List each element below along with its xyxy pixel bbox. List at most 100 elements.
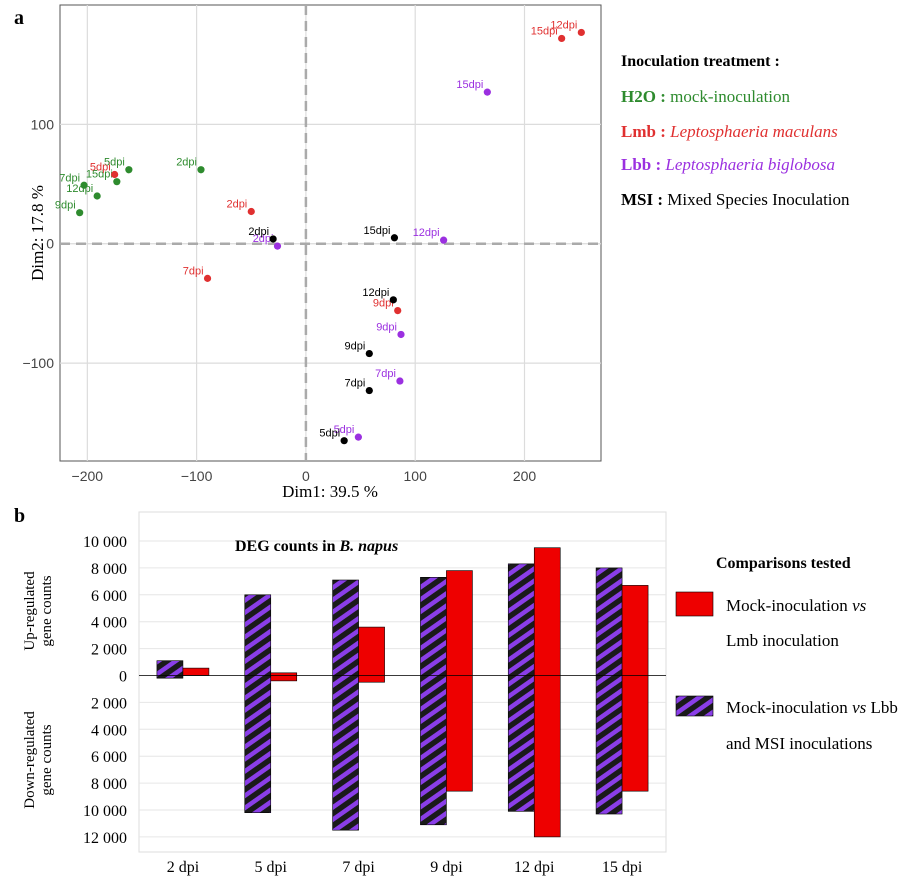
deg-y-label-down-line2: gene counts bbox=[39, 724, 55, 795]
pca-scatter-chart: −200 −100 0 100 200 −100 0 100 5dpi 2dpi 15dpi 7dp… bbox=[22, 4, 602, 501]
deg-y-tick-label: 2 000 bbox=[91, 642, 127, 659]
pca-point-h2o bbox=[80, 181, 88, 189]
deg-category-label: 5 dpi bbox=[255, 859, 288, 876]
treatment-legend-title: Inoculation treatment : bbox=[621, 53, 780, 70]
deg-bar-lmb bbox=[533, 547, 561, 838]
legend-b-entry2-text-tail: Lbb bbox=[866, 698, 898, 717]
deg-bar-lbb-msi bbox=[244, 594, 272, 813]
pca-point-label: 15dpi bbox=[531, 25, 558, 37]
pca-point-h2o bbox=[125, 166, 133, 174]
deg-bar-lbb-msi bbox=[420, 577, 447, 826]
deg-category-label: 9 dpi bbox=[430, 859, 463, 876]
pca-tick-labels: −200 −100 0 100 200 −100 0 100 bbox=[22, 116, 536, 484]
pca-point-label: 9dpi bbox=[55, 200, 76, 212]
deg-bar-lmb bbox=[358, 626, 385, 683]
legend-msi-desc: Mixed Species Inoculation bbox=[667, 190, 850, 209]
pca-point-msi bbox=[389, 296, 397, 304]
legend-lbb-key: Lbb : bbox=[621, 155, 661, 174]
pca-plot-frame bbox=[59, 4, 602, 462]
pca-y-tick-label: −100 bbox=[22, 355, 54, 371]
pca-point-h2o bbox=[197, 166, 205, 174]
deg-y-label-up-line2: gene counts bbox=[39, 575, 55, 646]
pca-gridlines bbox=[60, 5, 601, 461]
pca-point-lmb bbox=[247, 207, 255, 216]
pca-point-label: 7dpi bbox=[183, 265, 204, 277]
pca-point-lmb bbox=[111, 170, 119, 179]
pca-point-lmb bbox=[394, 306, 402, 315]
pca-point-label: 12dpi bbox=[66, 183, 93, 195]
deg-tick-labels: 10 000 8 000 6 000 4 000 2 000 0 2 000 4 000 6 0… bbox=[83, 534, 127, 847]
pca-point-lbb bbox=[396, 377, 404, 385]
pca-point-lbb bbox=[273, 242, 282, 250]
panel-a-letter: a bbox=[14, 7, 24, 29]
pca-x-tick-label: −100 bbox=[181, 468, 213, 484]
pca-point-msi bbox=[269, 235, 277, 243]
deg-chart-title: DEG counts in B. napus bbox=[235, 538, 398, 555]
legend-lbb-desc: Leptosphaeria biglobosa bbox=[664, 155, 835, 174]
deg-y-tick-label: 6 000 bbox=[91, 588, 127, 605]
deg-y-label-down: Down-regulated gene counts bbox=[22, 711, 55, 809]
panel-b-letter: b bbox=[14, 505, 25, 527]
deg-bar-lmb bbox=[182, 667, 210, 676]
pca-point-msi bbox=[365, 349, 373, 358]
legend-lmb-desc: Leptosphaeria maculans bbox=[669, 122, 838, 141]
deg-bar-lbb-msi bbox=[595, 567, 623, 815]
pca-point-h2o bbox=[76, 209, 84, 217]
pca-zero-lines bbox=[60, 5, 601, 461]
pca-point-lbb bbox=[440, 236, 448, 244]
pca-point-lmb bbox=[577, 28, 585, 37]
pca-point-lmb bbox=[203, 274, 212, 282]
pca-point-label: 7dpi bbox=[345, 378, 366, 390]
comparisons-legend: Comparisons tested Mock-inoculation vs L… bbox=[675, 555, 898, 753]
pca-point-label: 15dpi bbox=[364, 225, 391, 237]
deg-bar-lmb bbox=[621, 585, 649, 792]
pca-point-label: 9dpi bbox=[373, 298, 394, 310]
pca-point-msi bbox=[340, 437, 348, 445]
legend-h2o: H2O : mock-inoculation bbox=[621, 87, 791, 106]
deg-y-tick-label: 12 000 bbox=[83, 830, 127, 847]
pca-x-axis-label: Dim1: 39.5 % bbox=[282, 482, 378, 501]
legend-lmb: Lmb : Leptosphaeria maculans bbox=[621, 122, 838, 141]
legend-msi: MSI : Mixed Species Inoculation bbox=[621, 190, 850, 209]
pca-point-label: 12dpi bbox=[362, 287, 389, 299]
deg-bar-chart: 10 000 8 000 6 000 4 000 2 000 0 2 000 4 000 6 0… bbox=[22, 511, 667, 876]
pca-point-label: 5dpi bbox=[90, 162, 111, 174]
legend-swatch-lmb bbox=[675, 591, 714, 617]
deg-bar-lbb-msi bbox=[332, 579, 359, 831]
deg-chart-title-species: B. napus bbox=[338, 538, 398, 555]
deg-y-tick-label: 10 000 bbox=[83, 803, 127, 820]
deg-category-label: 7 dpi bbox=[342, 859, 375, 876]
legend-b-entry2-line2: and MSI inoculations bbox=[726, 734, 872, 753]
pca-point-label: 12dpi bbox=[550, 19, 577, 31]
legend-b-entry1-text: Mock-inoculation bbox=[726, 596, 852, 615]
legend-b-entry2-line1: Mock-inoculation vs Lbb bbox=[726, 698, 898, 717]
deg-y-tick-label: 8 000 bbox=[91, 561, 127, 578]
pca-points: 5dpi 2dpi15dpi7dpi12dpi9dpi12dpi15dpi5dpi… bbox=[55, 19, 585, 445]
legend-b-entry1-vs: vs bbox=[852, 596, 867, 615]
pca-point-label: 5dpi bbox=[319, 428, 340, 440]
pca-x-tick-label: 200 bbox=[513, 468, 537, 484]
deg-y-label-down-line1: Down-regulated bbox=[22, 711, 38, 809]
pca-point-label: 2dpi bbox=[248, 226, 269, 238]
deg-y-tick-label: 4 000 bbox=[91, 722, 127, 739]
deg-y-tick-label: 4 000 bbox=[91, 615, 127, 632]
pca-point-lbb bbox=[354, 433, 362, 441]
deg-category-labels: 2 dpi 5 dpi 7 dpi 9 dpi 12 dpi 15 dpi bbox=[167, 859, 643, 876]
pca-y-tick-label: 0 bbox=[46, 236, 54, 252]
legend-b-entry2-vs: vs bbox=[852, 698, 867, 717]
comparisons-legend-title: Comparisons tested bbox=[716, 555, 851, 572]
pca-point-msi bbox=[365, 386, 373, 395]
legend-h2o-desc: mock-inoculation bbox=[670, 87, 790, 106]
legend-msi-key: MSI : bbox=[621, 190, 663, 209]
deg-plot-frame bbox=[138, 511, 667, 853]
deg-y-tick-label: 0 bbox=[119, 669, 127, 686]
pca-point-h2o bbox=[93, 192, 101, 200]
pca-x-tick-label: −200 bbox=[72, 468, 104, 484]
deg-y-tick-label: 8 000 bbox=[91, 776, 127, 793]
pca-point-msi bbox=[390, 234, 399, 242]
deg-bars bbox=[156, 547, 649, 838]
pca-point-lbb bbox=[397, 330, 405, 339]
pca-point-lbb bbox=[483, 88, 491, 96]
pca-point-label: 7dpi bbox=[59, 172, 80, 184]
